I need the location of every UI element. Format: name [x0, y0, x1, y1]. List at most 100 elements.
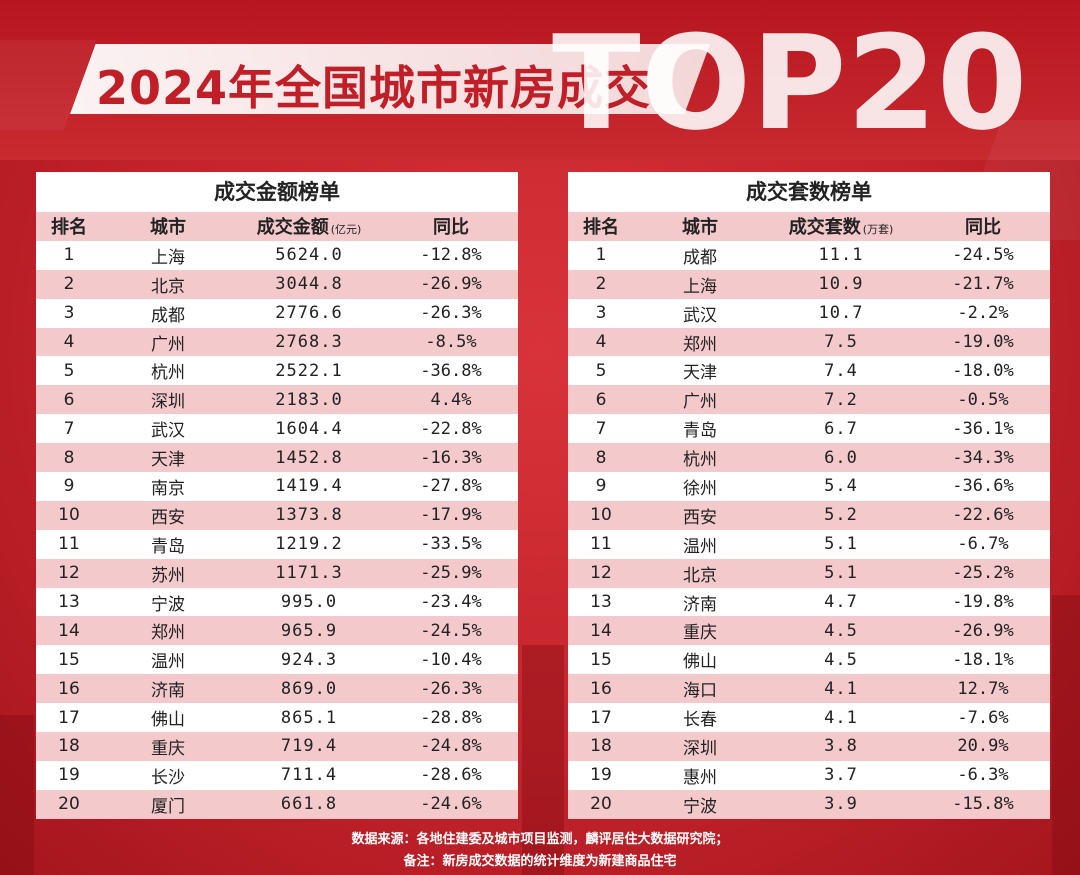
rank-cell: 13 [590, 592, 612, 613]
city-cell: 温州 [151, 652, 185, 673]
panel-title: 成交套数榜单 [746, 180, 872, 204]
yoy-cell: -25.2% [952, 563, 1014, 584]
table-row: 6 深圳 2183.0 4.4% [36, 385, 518, 415]
yoy-cell: -10.4% [420, 649, 482, 670]
table-row: 10 西安 5.2 -22.6% [568, 500, 1050, 530]
value-cell: 10.7 [818, 303, 864, 324]
yoy-cell: -6.3% [957, 765, 1009, 786]
city-cell: 西安 [151, 507, 185, 528]
value-cell: 4.7 [824, 592, 858, 613]
skyline-right [1052, 595, 1080, 875]
header-yoy: 同比 [433, 217, 469, 239]
yoy-cell: -26.3% [420, 303, 482, 324]
value-cell: 965.9 [280, 620, 338, 641]
header-city: 城市 [682, 217, 718, 239]
value-cell: 4.5 [824, 649, 858, 670]
units-ranking-panel: 成交套数榜单 排名 城市 成交套数 (万套) 同比 1 成都 11.1 -24.5% 2 上… [568, 172, 1050, 819]
yoy-cell: -18.1% [952, 649, 1014, 670]
value-cell: 1373.8 [275, 505, 343, 526]
value-cell: 1419.4 [275, 476, 343, 497]
yoy-cell: -22.6% [952, 505, 1014, 526]
value-cell: 995.0 [280, 592, 338, 613]
top20-text: TOP20 [552, 7, 1028, 159]
yoy-cell: -8.5% [425, 332, 477, 352]
value-cell: 661.8 [280, 794, 338, 815]
yoy-cell: -36.1% [952, 418, 1014, 439]
table-row: 7 青岛 6.7 -36.1% [568, 414, 1050, 444]
value-cell: 5624.0 [275, 245, 343, 266]
yoy-cell: -18.0% [952, 360, 1014, 381]
rank-cell: 20 [590, 794, 612, 815]
yoy-cell: -28.6% [420, 765, 482, 786]
table-row: 1 成都 11.1 -24.5% [568, 240, 1050, 270]
table-row: 4 郑州 7.5 -19.0% [568, 327, 1050, 357]
city-cell: 济南 [683, 594, 717, 615]
header-value-label: 成交套数 [788, 217, 861, 239]
rank-cell: 19 [590, 765, 612, 786]
value-cell: 3.8 [824, 736, 858, 757]
table-row: 7 武汉 1604.4 -22.8% [36, 414, 518, 444]
rank-cell: 6 [63, 389, 75, 410]
table-row: 13 济南 4.7 -19.8% [568, 587, 1050, 617]
rank-cell: 7 [63, 418, 75, 439]
city-cell: 成都 [151, 305, 185, 326]
rank-cell: 5 [595, 360, 607, 381]
yoy-cell: -12.8% [420, 245, 482, 266]
rank-cell: 4 [595, 332, 607, 352]
value-cell: 2776.6 [275, 303, 343, 324]
city-cell: 佛山 [683, 652, 717, 673]
city-cell: 重庆 [151, 738, 185, 759]
value-cell: 869.0 [280, 678, 338, 699]
yoy-cell: -33.5% [420, 534, 482, 555]
header-rank: 排名 [583, 217, 619, 239]
value-cell: 2522.1 [275, 360, 343, 381]
rank-cell: 1 [63, 245, 75, 266]
city-cell: 青岛 [683, 421, 717, 442]
yoy-cell: -27.8% [420, 476, 482, 497]
value-cell: 7.5 [824, 332, 858, 352]
yoy-cell: -16.3% [420, 447, 482, 468]
city-cell: 佛山 [151, 710, 185, 731]
table-row: 8 天津 1452.8 -16.3% [36, 443, 518, 473]
yoy-cell: -28.8% [420, 707, 482, 728]
table-row: 6 广州 7.2 -0.5% [568, 385, 1050, 415]
header-value: 成交套数 (万套) [766, 213, 916, 239]
skyline-center [522, 645, 564, 875]
rank-cell: 18 [58, 736, 80, 757]
table-header-row: 排名 城市 成交套数 (万套) 同比 [568, 212, 1050, 241]
header-value-label: 成交金额 [256, 217, 329, 239]
table-row: 5 天津 7.4 -18.0% [568, 356, 1050, 386]
value-cell: 2768.3 [275, 332, 343, 352]
city-cell: 长沙 [151, 767, 185, 788]
header-rank: 排名 [51, 217, 87, 239]
rank-cell: 1 [595, 245, 607, 266]
table-row: 15 温州 924.3 -10.4% [36, 645, 518, 675]
table-row: 18 重庆 719.4 -24.8% [36, 732, 518, 761]
skyline-left [0, 715, 34, 875]
value-cell: 3044.8 [275, 274, 343, 295]
table-row: 8 杭州 6.0 -34.3% [568, 443, 1050, 473]
city-cell: 上海 [683, 276, 717, 297]
rank-cell: 15 [58, 649, 80, 670]
rank-cell: 8 [63, 447, 75, 468]
table-row: 17 长春 4.1 -7.6% [568, 703, 1050, 733]
rank-cell: 17 [58, 707, 80, 728]
table-row: 20 宁波 3.9 -15.8% [568, 789, 1050, 819]
city-cell: 济南 [151, 681, 185, 702]
value-cell: 6.0 [824, 447, 858, 468]
header-unit: (亿元) [330, 223, 362, 237]
table-row: 16 济南 869.0 -26.3% [36, 674, 518, 704]
table-row: 9 徐州 5.4 -36.6% [568, 472, 1050, 501]
table-header-row: 排名 城市 成交金额 (亿元) 同比 [36, 212, 518, 241]
city-cell: 北京 [151, 276, 185, 297]
rank-cell: 16 [58, 678, 80, 699]
city-cell: 徐州 [683, 478, 717, 499]
rank-cell: 10 [590, 505, 612, 526]
rank-cell: 4 [63, 332, 75, 352]
rank-cell: 7 [595, 418, 607, 439]
city-cell: 南京 [151, 478, 185, 499]
table-row: 15 佛山 4.5 -18.1% [568, 645, 1050, 675]
table-row: 19 惠州 3.7 -6.3% [568, 760, 1050, 790]
panel-title: 成交金额榜单 [214, 180, 340, 204]
yoy-cell: -19.8% [952, 592, 1014, 613]
